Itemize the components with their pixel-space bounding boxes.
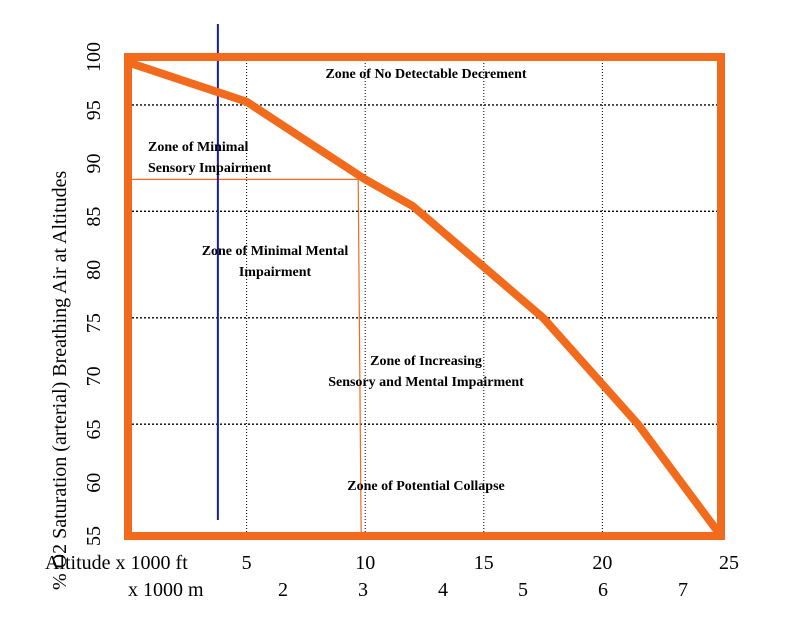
- zone-label-line: Sensory Impairment: [148, 161, 272, 176]
- y-tick-label: 55: [83, 526, 105, 546]
- zone-label-line: Zone of Minimal: [148, 140, 248, 155]
- curve-layer: [124, 58, 725, 540]
- x-tick-label-ft: 15: [474, 552, 494, 574]
- y-tick-label: 80: [83, 260, 105, 280]
- zone-label-line: Sensory and Mental Impairment: [328, 375, 524, 390]
- x-axis-label-ft: Altitude x 1000 ft: [45, 552, 188, 574]
- zone-label: Zone of Minimal Mental Impairment: [202, 244, 349, 280]
- x-tick-label-m: 7: [678, 579, 688, 601]
- x-tick-label-ft: 10: [355, 552, 375, 574]
- zone-label: Zone of Increasing Sensory and Mental Imp…: [328, 354, 524, 390]
- saturation-curve: [124, 58, 725, 540]
- y-tick-label: 70: [83, 366, 105, 386]
- zone-label-line: Zone of Minimal Mental: [202, 244, 349, 259]
- zone-label: Zone of Minimal Sensory Impairment: [148, 140, 272, 176]
- x-tick-label-m: 4: [438, 579, 448, 601]
- zone-label-line: Zone of No Detectable Decrement: [325, 67, 526, 82]
- x-axis-label-m: x 1000 m: [128, 579, 204, 601]
- plot-frame: [124, 53, 725, 540]
- zone-label-line: Impairment: [239, 265, 312, 280]
- zone-label-line: Zone of Increasing: [370, 354, 482, 369]
- x-tick-label-m: 5: [518, 579, 528, 601]
- zone-label: Zone of Potential Collapse: [347, 479, 505, 494]
- zone-label: Zone of No Detectable Decrement: [325, 67, 526, 82]
- reference-line-vertical: [357, 179, 362, 541]
- x-tick-label-m: 6: [598, 579, 608, 601]
- zone-labels: Zone of No Detectable Decrement Zone of M…: [148, 67, 527, 494]
- y-tick-label: 100: [83, 42, 105, 72]
- frame-layer: [124, 53, 725, 540]
- y-tick-label: 75: [83, 313, 105, 333]
- x-tick-labels: 5 10 15 20 25 2 3 4 5 6 7: [242, 552, 739, 601]
- y-tick-label: 60: [83, 473, 105, 493]
- y-tick-label: 90: [83, 153, 105, 173]
- y-axis-label: % O2 Saturation (arterial) Breathing Air…: [49, 170, 71, 590]
- x-tick-label-m: 2: [278, 579, 288, 601]
- y-tick-labels: 55 60 65 70 75 80 85 90 95 100: [83, 42, 105, 546]
- x-tick-label-ft: 20: [592, 552, 612, 574]
- y-tick-label: 85: [83, 207, 105, 227]
- zone-label-line: Zone of Potential Collapse: [347, 479, 505, 494]
- x-tick-label-m: 3: [358, 579, 368, 601]
- y-tick-label: 95: [83, 100, 105, 120]
- x-tick-label-ft: 5: [242, 552, 252, 574]
- reference-lines: [128, 24, 362, 541]
- x-tick-label-ft: 25: [719, 552, 739, 574]
- y-tick-label: 65: [83, 420, 105, 440]
